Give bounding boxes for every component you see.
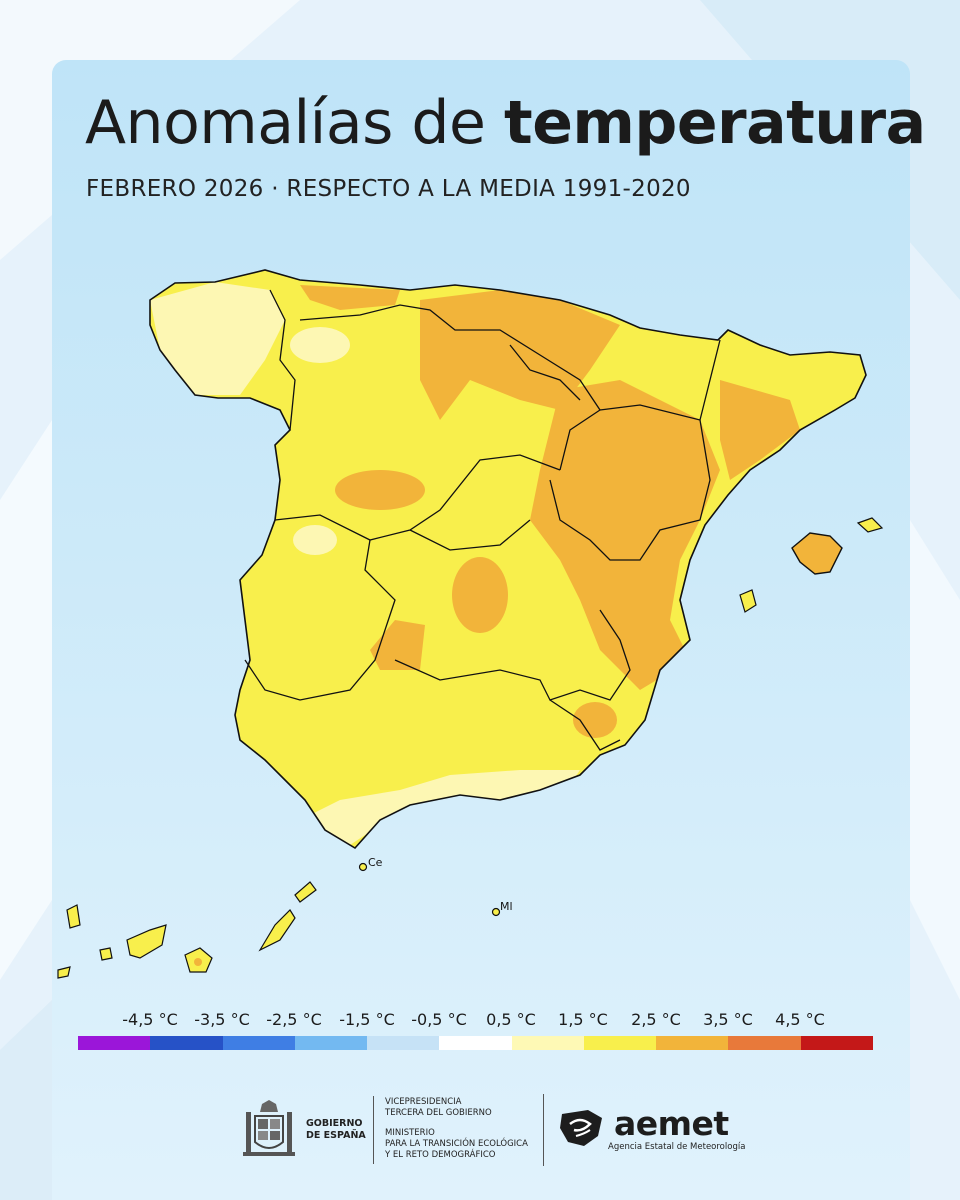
legend-label: 4,5 °C — [775, 1010, 825, 1029]
legend-swatch — [150, 1036, 223, 1050]
legend-label: -0,5 °C — [411, 1010, 467, 1029]
legend-label: -4,5 °C — [122, 1010, 178, 1029]
vicepresidencia-text: VICEPRESIDENCIA TERCERA DEL GOBIERNO — [385, 1097, 492, 1118]
gobierno-text: GOBIERNO DE ESPAÑA — [306, 1118, 366, 1141]
legend-swatch — [728, 1036, 801, 1050]
legend-label: 1,5 °C — [558, 1010, 608, 1029]
aemet-name: aemet — [614, 1104, 729, 1143]
region-borders — [244, 289, 721, 751]
legend-label: -2,5 °C — [266, 1010, 322, 1029]
ministerio-text: MINISTERIO PARA LA TRANSICIÓN ECOLÓGICA … — [385, 1128, 528, 1160]
mallorca — [791, 532, 843, 575]
legend-label: -1,5 °C — [339, 1010, 395, 1029]
legend-swatch — [78, 1036, 151, 1050]
legend-color-bar — [78, 1036, 873, 1050]
divider — [373, 1096, 374, 1164]
title-bold: temperatura — [504, 88, 926, 158]
ibiza — [739, 589, 757, 613]
divider — [543, 1094, 544, 1166]
legend-swatch — [367, 1036, 440, 1050]
aemet-subtitle: Agencia Estatal de Meteorología — [608, 1142, 746, 1152]
legend-swatch — [294, 1036, 368, 1050]
legend-label: -3,5 °C — [194, 1010, 250, 1029]
ceuta-dot — [358, 862, 368, 872]
aemet-logo-icon — [560, 1110, 602, 1146]
legend-label: 0,5 °C — [486, 1010, 536, 1029]
melilla-label: Ml — [500, 900, 513, 913]
page-title: Anomalías de temperatura — [85, 86, 926, 160]
ceuta-label: Ce — [368, 856, 383, 869]
canary-islands — [57, 881, 317, 979]
melilla-dot — [491, 907, 501, 917]
legend-label: 3,5 °C — [703, 1010, 753, 1029]
anomaly-map: Ce Ml — [57, 269, 884, 979]
legend-labels: -4,5 °C -3,5 °C -2,5 °C -1,5 °C -0,5 °C … — [78, 1010, 873, 1032]
menorca — [856, 517, 884, 533]
legend-label: 2,5 °C — [631, 1010, 681, 1029]
legend-swatch — [511, 1036, 584, 1050]
legend-swatch — [583, 1036, 657, 1050]
coat-of-arms-icon — [243, 1100, 295, 1156]
legend-swatch — [800, 1036, 873, 1050]
legend-swatch — [656, 1036, 729, 1050]
title-light: Anomalías de — [85, 88, 486, 158]
legend-swatch — [222, 1036, 295, 1050]
legend-swatch — [439, 1036, 512, 1050]
subtitle: FEBRERO 2026 · RESPECTO A LA MEDIA 1991-… — [86, 176, 691, 202]
